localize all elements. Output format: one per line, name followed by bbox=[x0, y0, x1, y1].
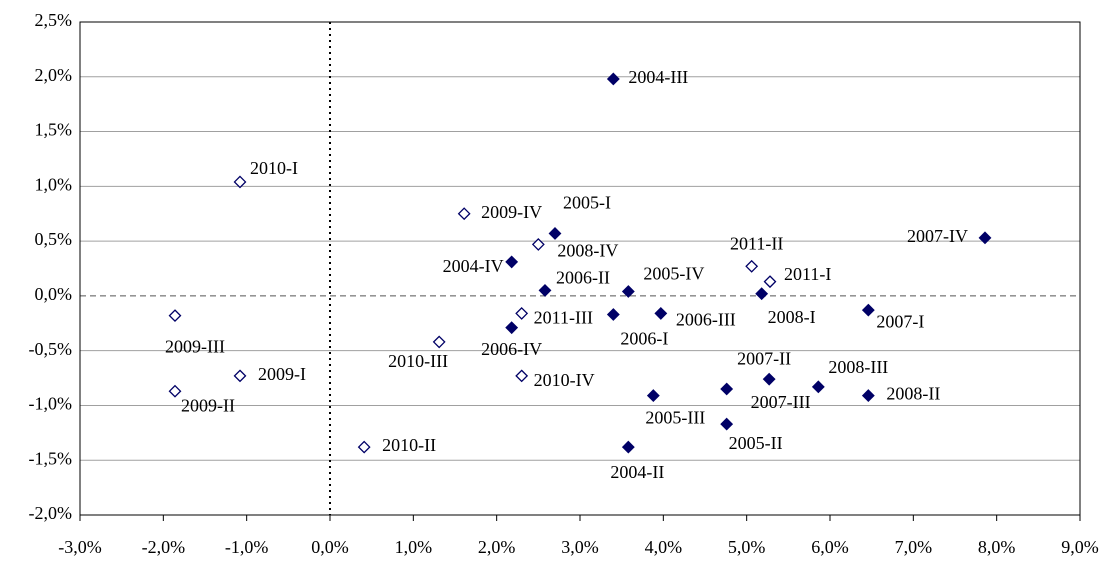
y-tick-label: -0,5% bbox=[29, 339, 73, 359]
point bbox=[861, 303, 875, 317]
x-tick-label: 5,0% bbox=[728, 537, 766, 557]
point-label: 2006-III bbox=[676, 310, 736, 330]
y-tick-label: 2,5% bbox=[35, 10, 73, 30]
point-label: 2004-IV bbox=[443, 256, 504, 276]
point bbox=[720, 382, 734, 396]
point-label: 2008-III bbox=[828, 357, 888, 377]
point-label: 2008-I bbox=[768, 307, 816, 327]
point bbox=[233, 175, 247, 189]
x-tick-label: -2,0% bbox=[142, 537, 186, 557]
point bbox=[432, 335, 446, 349]
point bbox=[621, 440, 635, 454]
point bbox=[720, 417, 734, 431]
point-label: 2004-II bbox=[610, 462, 664, 482]
x-tick-label: 8,0% bbox=[978, 537, 1016, 557]
point-label: 2004-III bbox=[628, 67, 688, 87]
point bbox=[515, 306, 529, 320]
point-label: 2008-II bbox=[886, 384, 940, 404]
x-tick-label: 6,0% bbox=[811, 537, 849, 557]
point-label: 2010-III bbox=[388, 351, 448, 371]
x-tick-label: 2,0% bbox=[478, 537, 516, 557]
point-label: 2009-IV bbox=[481, 202, 542, 222]
point-label: 2010-IV bbox=[534, 370, 595, 390]
point-label: 2009-II bbox=[181, 395, 235, 415]
point bbox=[538, 283, 552, 297]
point-label: 2010-I bbox=[250, 158, 298, 178]
point-label: 2010-II bbox=[382, 435, 436, 455]
point bbox=[531, 237, 545, 251]
point bbox=[548, 227, 562, 240]
x-tick-label: 1,0% bbox=[395, 537, 433, 557]
point-label: 2009-I bbox=[258, 364, 306, 384]
point bbox=[978, 231, 992, 245]
x-tick-label: 9,0% bbox=[1061, 537, 1099, 557]
y-tick-label: 0,5% bbox=[35, 229, 73, 249]
point-label: 2007-I bbox=[876, 311, 924, 331]
point bbox=[646, 389, 660, 403]
point bbox=[606, 308, 620, 321]
point bbox=[811, 380, 825, 394]
y-tick-label: -2,0% bbox=[29, 503, 73, 523]
point bbox=[762, 372, 776, 386]
point-label: 2005-IV bbox=[643, 264, 704, 284]
x-tick-label: 4,0% bbox=[645, 537, 683, 557]
point-label: 2011-III bbox=[534, 308, 593, 328]
point bbox=[745, 259, 759, 273]
point bbox=[168, 309, 182, 323]
point bbox=[763, 275, 777, 289]
y-tick-label: 2,0% bbox=[35, 65, 73, 85]
y-tick-label: 1,0% bbox=[35, 174, 73, 194]
point bbox=[505, 255, 519, 269]
y-tick-label: 1,5% bbox=[35, 120, 73, 140]
y-tick-label: 0,0% bbox=[35, 284, 73, 304]
point-label: 2005-II bbox=[729, 433, 783, 453]
x-tick-label: -1,0% bbox=[225, 537, 269, 557]
point bbox=[606, 72, 620, 86]
point-label: 2009-III bbox=[165, 337, 225, 357]
point bbox=[755, 287, 769, 301]
point-label: 2005-III bbox=[645, 408, 705, 428]
x-tick-label: -3,0% bbox=[58, 537, 102, 557]
point bbox=[515, 369, 529, 383]
point-label: 2007-III bbox=[751, 392, 811, 412]
y-tick-label: -1,5% bbox=[29, 448, 73, 468]
x-tick-label: 7,0% bbox=[895, 537, 933, 557]
x-tick-label: 3,0% bbox=[561, 537, 599, 557]
point bbox=[233, 369, 247, 383]
point-label: 2011-II bbox=[730, 233, 783, 253]
point bbox=[861, 389, 875, 403]
point bbox=[505, 321, 519, 335]
point-label: 2005-I bbox=[563, 193, 611, 213]
point-label: 2011-I bbox=[784, 264, 831, 284]
point bbox=[168, 384, 182, 398]
x-tick-label: 0,0% bbox=[311, 537, 349, 557]
plot-border bbox=[79, 21, 1081, 516]
point-label: 2006-I bbox=[620, 329, 668, 349]
point-label: 2007-II bbox=[737, 348, 791, 368]
point bbox=[654, 306, 668, 320]
point bbox=[457, 207, 471, 221]
point bbox=[621, 285, 635, 298]
point bbox=[357, 440, 371, 454]
point-label: 2006-II bbox=[556, 268, 610, 288]
point-label: 2006-IV bbox=[481, 339, 542, 359]
y-tick-label: -1,0% bbox=[29, 394, 73, 414]
point-label: 2008-IV bbox=[557, 241, 618, 261]
point-label: 2007-IV bbox=[907, 226, 968, 246]
